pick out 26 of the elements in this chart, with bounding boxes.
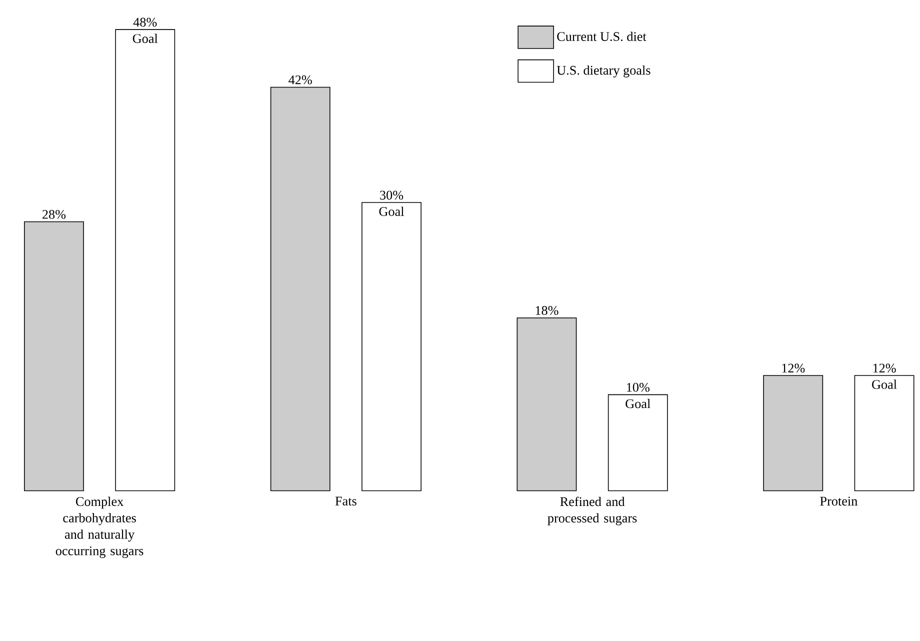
- annotation: Goal: [626, 399, 650, 408]
- bar: [362, 202, 422, 492]
- data-label: 42%: [288, 76, 312, 85]
- x-tick-label: Complex carbohydrates and naturally occurring sugars: [56, 496, 144, 558]
- bar: [516, 318, 577, 492]
- x-tick-label: Fats: [335, 496, 356, 506]
- data-label: 10%: [627, 383, 650, 392]
- bar: [854, 375, 914, 492]
- legend-label: Current U.S. diet: [557, 32, 646, 42]
- legend-label: U.S. dietary goals: [556, 66, 650, 78]
- bar: [763, 375, 824, 492]
- x-tick-label: Refined and processed sugars: [548, 496, 637, 526]
- x-tick-label: Protein: [820, 496, 858, 506]
- data-label: 28%: [42, 210, 66, 220]
- data-label: 12%: [782, 364, 805, 373]
- data-label: 18%: [536, 306, 558, 316]
- annotation: Goal: [132, 34, 158, 44]
- annotation: Goal: [872, 380, 897, 390]
- bar: [24, 222, 84, 492]
- bar: [608, 394, 668, 492]
- annotation: Goal: [379, 206, 404, 216]
- bar: [115, 29, 176, 492]
- data-label: 48%: [133, 18, 157, 27]
- data-label: 12%: [873, 364, 896, 373]
- data-label: 30%: [380, 190, 404, 200]
- bar: [270, 87, 330, 492]
